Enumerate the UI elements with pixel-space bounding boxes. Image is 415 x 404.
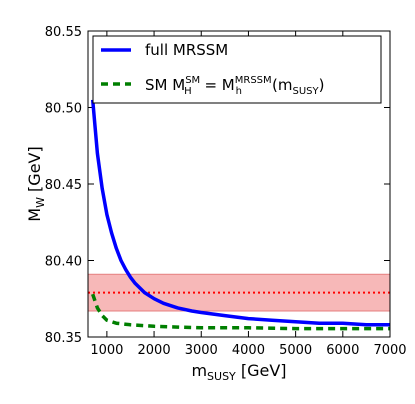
x-tick-label: 3000 bbox=[185, 343, 218, 358]
y-tick-label: 80.45 bbox=[45, 178, 82, 193]
reference-band-group bbox=[87, 273, 391, 312]
x-tick-label: 2000 bbox=[138, 343, 171, 358]
y-tick-label: 80.55 bbox=[45, 25, 82, 40]
series-line-full-mrssm bbox=[90, 99, 390, 327]
legend-label-full-mrssm: full MRSSM bbox=[145, 41, 228, 59]
y-tick-label: 80.50 bbox=[45, 102, 82, 117]
y-tick-label: 80.35 bbox=[45, 331, 82, 346]
legend-label-sm: SM MSM H = MMRSSM h (mSUSY) bbox=[145, 75, 324, 97]
y-tick-labels: 80.35 80.40 80.45 80.50 80.55 bbox=[45, 25, 82, 346]
x-tick-label: 7000 bbox=[373, 343, 406, 358]
x-tick-label: 4000 bbox=[232, 343, 265, 358]
series-line-sm bbox=[91, 293, 390, 331]
x-tick-label: 6000 bbox=[326, 343, 359, 358]
legend: full MRSSM SM MSM H = MMRSSM h (mSUSY) bbox=[92, 35, 382, 104]
series-group bbox=[90, 99, 390, 331]
y-axis-label: MW [GeV] bbox=[25, 146, 47, 221]
plot-frame bbox=[87, 30, 391, 338]
x-tick-label: 5000 bbox=[279, 343, 312, 358]
x-axis-label: mSUSY [GeV] bbox=[191, 361, 286, 383]
x-tick-label: 1000 bbox=[90, 343, 123, 358]
y-tick-label: 80.40 bbox=[45, 255, 82, 270]
x-tick-labels: 1000 2000 3000 4000 5000 6000 7000 bbox=[90, 343, 406, 358]
legend-box bbox=[92, 35, 382, 104]
